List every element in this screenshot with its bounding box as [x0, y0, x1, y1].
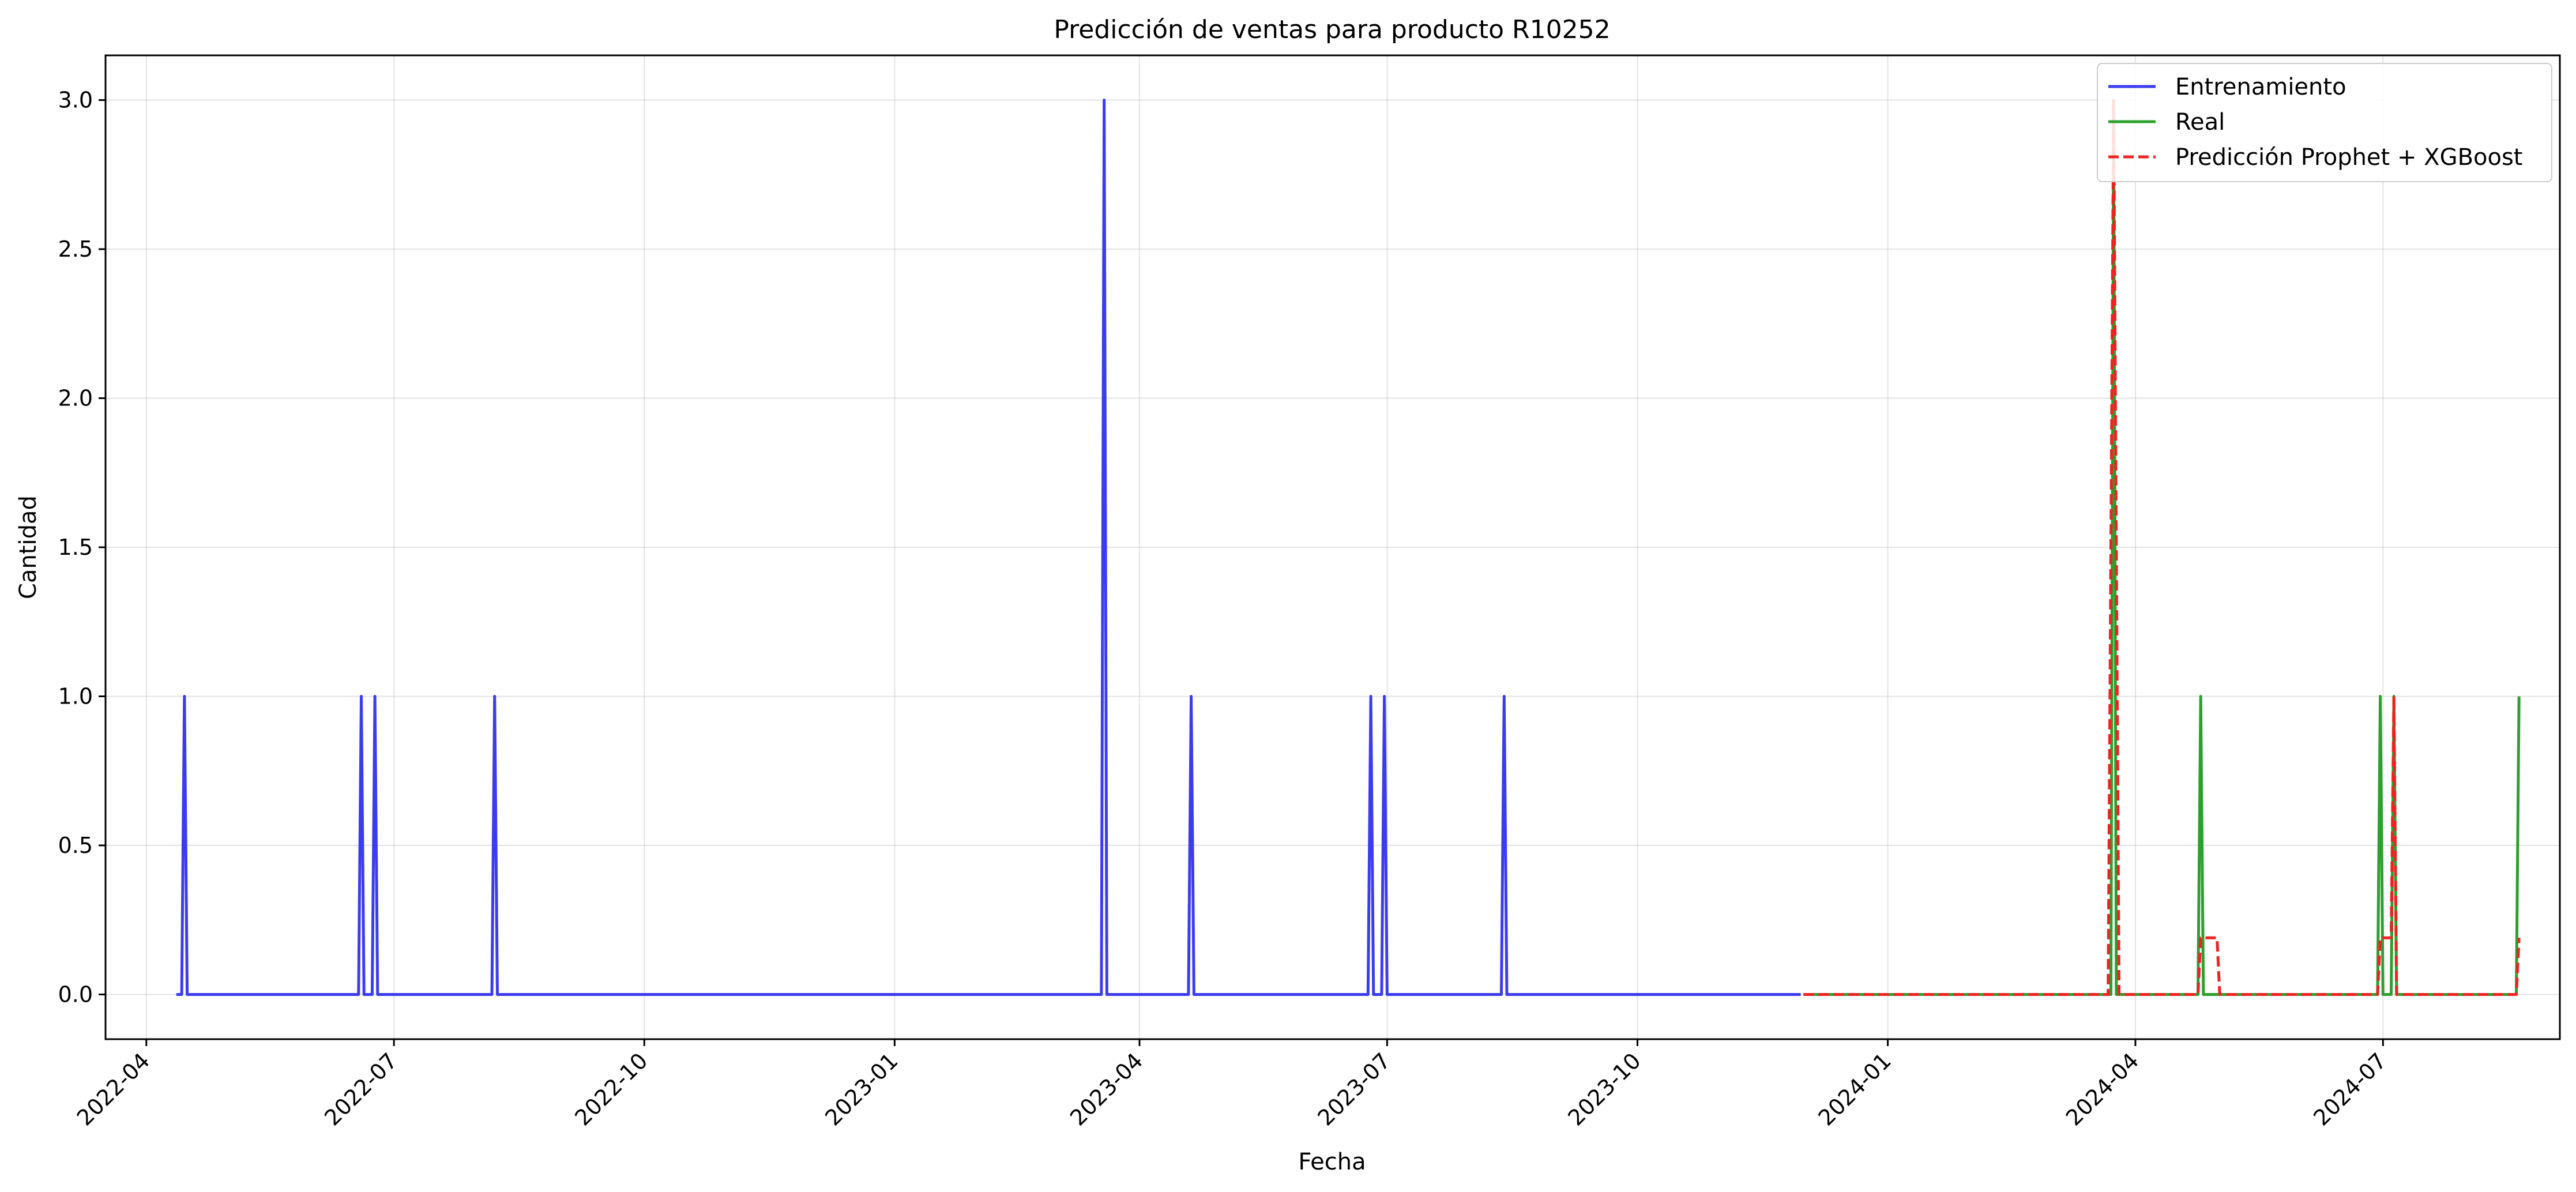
y-axis-label: Cantidad [15, 495, 42, 599]
legend-entry-label: Real [2175, 109, 2225, 136]
x-axis-label: Fecha [1298, 1149, 1366, 1175]
y-tick-label: 1.5 [58, 535, 93, 560]
series-line-2 [1803, 99, 2521, 996]
y-tick-label: 2.0 [58, 386, 93, 411]
legend-entry-label: Predicción Prophet + XGBoost [2175, 144, 2522, 171]
y-tick-label: 3.0 [58, 88, 93, 113]
y-tick-label: 2.5 [58, 236, 93, 262]
legend-entry-label: Entrenamiento [2175, 74, 2346, 100]
legend: Entrenamiento Real Predicción Prophet + XG… [2097, 63, 2552, 182]
series-lines [176, 99, 2521, 996]
series-line-0 [176, 99, 1801, 996]
grid [106, 55, 2560, 1039]
chart-title: Predicción de ventas para producto R1025… [1054, 15, 1610, 44]
legend-box [2097, 63, 2552, 182]
y-tick-label: 0.0 [58, 982, 93, 1007]
y-tick-label: 1.0 [58, 683, 93, 709]
y-tick-label: 0.5 [58, 833, 93, 858]
y-axis-ticks: 0.0 0.5 1.0 1.5 2.0 2.5 3.0 [58, 88, 106, 1007]
